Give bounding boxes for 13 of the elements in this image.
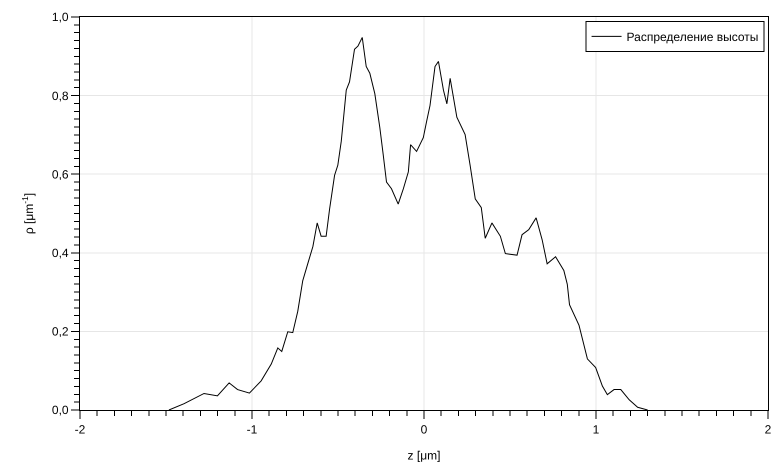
x-axis-title: z [μm]: [408, 448, 440, 462]
y-tick-label: 0,2: [52, 324, 69, 339]
y-tick-label: 0,8: [52, 88, 69, 103]
x-tick-label: 2: [764, 422, 772, 436]
x-tick-label: -1: [246, 422, 258, 436]
legend-label: Распределение высоты: [626, 30, 758, 44]
x-tick-label: -2: [74, 422, 86, 436]
x-tick-label: 0: [420, 422, 428, 436]
y-tick-label: 0,0: [52, 403, 69, 418]
y-tick-label: 0,4: [52, 246, 69, 260]
y-tick-label: 0,6: [52, 167, 69, 182]
y-tick-label: 1,0: [52, 10, 69, 24]
x-tick-label: 1: [592, 422, 600, 436]
